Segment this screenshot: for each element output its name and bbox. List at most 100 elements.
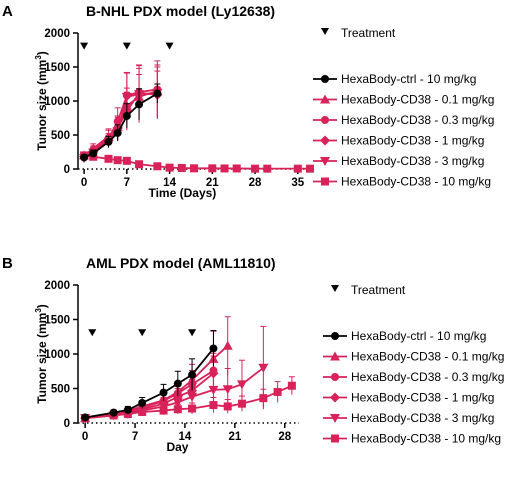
data-point bbox=[113, 128, 122, 137]
x-tick-label: 28 bbox=[278, 431, 291, 443]
data-point bbox=[159, 406, 168, 415]
y-axis-label-text: Tumor size (mm bbox=[35, 313, 49, 404]
legend-entry: HexaBody-CD38 - 0.3 mg/kg bbox=[351, 370, 504, 384]
y-axis-label: Tumor size (mm3) bbox=[34, 51, 49, 151]
data-point bbox=[159, 388, 168, 397]
data-point bbox=[220, 164, 229, 173]
legend-entry: HexaBody-CD38 - 10 mg/kg bbox=[351, 432, 501, 446]
series-3 bbox=[80, 60, 162, 161]
series-4 bbox=[80, 355, 219, 424]
x-tick-label: 14 bbox=[179, 431, 192, 443]
legend-marker bbox=[320, 135, 330, 146]
data-point bbox=[89, 149, 98, 158]
data-point bbox=[287, 381, 296, 390]
data-point bbox=[122, 156, 131, 165]
y-tick-label: 2000 bbox=[44, 280, 70, 292]
x-tick-label: 7 bbox=[124, 177, 130, 189]
legend-treatment-label: Treatment bbox=[341, 26, 396, 40]
chart-title: AML PDX model (AML11810) bbox=[86, 255, 276, 271]
data-point bbox=[81, 413, 90, 422]
y-tick-label: 500 bbox=[51, 384, 70, 396]
data-point bbox=[135, 160, 144, 169]
legend-marker bbox=[320, 94, 330, 104]
y-axis-label-superscript: 3 bbox=[34, 308, 43, 313]
legend: Treatment HexaBody-ctrl - 10 mg/kg HexaBod… bbox=[313, 26, 494, 189]
x-tick-label: 7 bbox=[132, 431, 138, 443]
y-axis-label-end: ) bbox=[35, 304, 49, 308]
data-point bbox=[273, 387, 282, 396]
legend-entry: HexaBody-CD38 - 1 mg/kg bbox=[341, 134, 484, 148]
data-point bbox=[237, 399, 246, 408]
treatment-marker bbox=[80, 42, 89, 50]
data-point bbox=[263, 164, 272, 173]
data-point bbox=[236, 380, 247, 390]
x-axis-label: Day bbox=[166, 440, 188, 454]
data-point bbox=[123, 405, 132, 414]
data-point bbox=[173, 379, 182, 388]
x-tick-label: 14 bbox=[163, 177, 176, 189]
legend-treatment-marker bbox=[331, 285, 339, 292]
data-point bbox=[188, 370, 197, 379]
data-point bbox=[135, 100, 144, 109]
data-point bbox=[188, 404, 197, 413]
data-point bbox=[113, 156, 122, 165]
legend-entry: HexaBody-CD38 - 0.1 mg/kg bbox=[351, 350, 504, 364]
legend-marker bbox=[331, 373, 339, 381]
legend-marker bbox=[330, 351, 340, 361]
legend-marker bbox=[331, 332, 339, 340]
data-point bbox=[80, 153, 89, 162]
series-6 bbox=[81, 376, 296, 423]
legend: Treatment HexaBody-ctrl - 10 mg/kg HexaBod… bbox=[323, 283, 504, 446]
data-point bbox=[173, 405, 182, 414]
data-point bbox=[209, 344, 218, 353]
legend-treatment-label: Treatment bbox=[351, 283, 406, 297]
legend-entry: HexaBody-CD38 - 3 mg/kg bbox=[351, 411, 494, 425]
panel-a: A B-NHL PDX model (Ly12638) 0 500 1000 1500 20… bbox=[2, 3, 494, 200]
data-point bbox=[258, 363, 269, 373]
legend-marker bbox=[321, 75, 329, 83]
data-point bbox=[187, 392, 198, 402]
data-point bbox=[123, 410, 132, 419]
legend-marker bbox=[330, 392, 340, 403]
y-tick-label: 1000 bbox=[44, 349, 70, 361]
y-tick-label: 0 bbox=[64, 418, 70, 430]
y-axis-label-superscript: 3 bbox=[34, 55, 43, 60]
x-tick-label: 0 bbox=[81, 177, 87, 189]
panel-letter: B bbox=[2, 255, 13, 272]
legend-entry: HexaBody-ctrl - 10 mg/kg bbox=[351, 329, 486, 343]
data-point bbox=[232, 164, 241, 173]
y-tick-label: 0 bbox=[64, 164, 70, 176]
data-point bbox=[208, 385, 219, 395]
data-point bbox=[223, 402, 232, 411]
legend-entry: HexaBody-CD38 - 0.1 mg/kg bbox=[341, 93, 494, 107]
y-tick-label: 1500 bbox=[44, 62, 70, 74]
x-axis-label: Time (Days) bbox=[148, 186, 216, 200]
x-tick-label: 0 bbox=[82, 431, 88, 443]
y-tick-label: 1000 bbox=[44, 96, 70, 108]
data-point bbox=[190, 164, 198, 173]
data-point bbox=[104, 154, 113, 163]
treatment-marker bbox=[88, 329, 97, 337]
y-axis-label-text: Tumor size (mm bbox=[35, 60, 49, 151]
data-point bbox=[251, 164, 260, 173]
chart-title: B-NHL PDX model (Ly12638) bbox=[86, 3, 275, 19]
data-point bbox=[122, 111, 131, 120]
x-tick-label: 28 bbox=[249, 177, 262, 189]
y-tick-label: 2000 bbox=[44, 28, 70, 40]
data-point bbox=[222, 340, 233, 350]
data-point bbox=[172, 398, 183, 408]
data-point bbox=[208, 368, 219, 379]
data-point bbox=[259, 394, 268, 403]
data-point bbox=[177, 163, 186, 172]
y-tick-label: 1500 bbox=[44, 315, 70, 327]
series-1 bbox=[81, 330, 218, 422]
data-point bbox=[293, 164, 302, 173]
panel-letter: A bbox=[2, 3, 13, 20]
data-point bbox=[222, 385, 233, 395]
data-point bbox=[165, 163, 174, 172]
y-tick-label: 500 bbox=[51, 130, 70, 142]
y-axis-label: Tumor size (mm3) bbox=[34, 304, 49, 404]
data-point bbox=[138, 407, 147, 416]
data-point bbox=[153, 89, 162, 98]
